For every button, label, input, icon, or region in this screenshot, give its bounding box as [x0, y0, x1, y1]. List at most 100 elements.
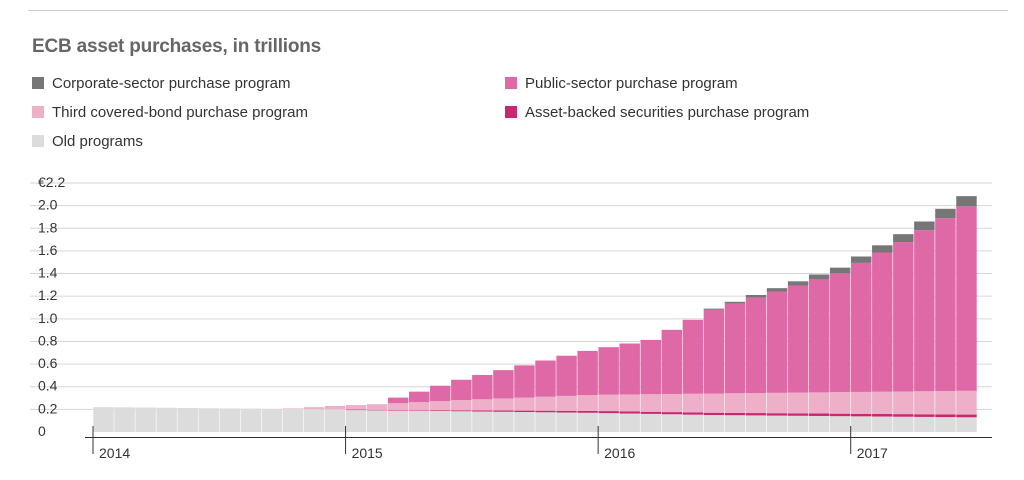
y-tick-label-3: 1.6 — [38, 242, 58, 258]
bar-pspp-24186 — [472, 374, 493, 400]
bar-pspp-24209 — [956, 206, 977, 391]
bar-pspp-24203 — [829, 273, 851, 393]
bar-old-24182 — [387, 410, 409, 432]
bar-old-24178 — [303, 409, 325, 432]
bar-pspp-24196 — [682, 319, 704, 394]
bar-abs-24206 — [893, 414, 914, 417]
bar-cbpp-24187 — [493, 398, 514, 411]
bar-cbpp-24177 — [282, 408, 304, 409]
bar-cbpp-24201 — [787, 392, 809, 414]
bar-pspp-24184 — [430, 385, 451, 402]
bar-abs-24205 — [872, 413, 893, 417]
bar-old-24205 — [872, 416, 893, 432]
bar-old-24174 — [219, 408, 241, 432]
bar-cbpp-24200 — [766, 392, 788, 414]
top-rule — [28, 10, 1008, 11]
legend-item-cspp: Corporate-sector purchase program — [32, 75, 290, 93]
bar-old-24189 — [535, 412, 556, 432]
bar-old-24183 — [409, 410, 430, 432]
bar-pspp-24198 — [724, 303, 746, 394]
y-tick-label-9: 0.4 — [38, 378, 58, 394]
x-tick-label-2014: 2014 — [99, 445, 130, 461]
bar-pspp-24199 — [745, 297, 767, 394]
bar-cbpp-24202 — [808, 392, 830, 414]
bar-old-24187 — [493, 411, 514, 432]
y-tick-label-1: 2.0 — [38, 197, 58, 213]
bar-cbpp-24190 — [556, 395, 577, 411]
bar-abs-24200 — [766, 413, 788, 416]
bar-cbpp-24195 — [661, 393, 683, 413]
bar-old-24193 — [619, 413, 640, 432]
bar-old-24186 — [472, 411, 493, 432]
bar-cspp-24205 — [872, 245, 893, 253]
bar-cspp-24207 — [914, 221, 935, 231]
bar-cspp-24202 — [808, 274, 830, 280]
x-tick-label-2015: 2015 — [352, 445, 383, 461]
bar-abs-24184 — [430, 410, 451, 411]
bars — [93, 196, 977, 432]
bar-cspp-24204 — [851, 256, 872, 263]
y-tick-label-7: 0.8 — [38, 332, 58, 348]
bar-old-24194 — [640, 413, 661, 432]
legend-item-pspp: Public-sector purchase program — [505, 75, 738, 93]
bar-old-24181 — [366, 410, 388, 432]
bar-cbpp-24178 — [303, 407, 325, 410]
y-tick-label-5: 1.2 — [38, 287, 58, 303]
bar-pspp-24205 — [872, 252, 893, 392]
bar-cbpp-24192 — [598, 394, 619, 412]
bar-pspp-24206 — [893, 242, 914, 392]
bar-pspp-24189 — [535, 360, 556, 397]
bar-pspp-24201 — [787, 285, 809, 393]
bar-old-24188 — [514, 412, 535, 432]
bar-cbpp-24189 — [535, 396, 556, 411]
bar-cbpp-24179 — [324, 405, 346, 410]
bar-old-24168 — [93, 407, 114, 432]
bar-pspp-24202 — [808, 279, 830, 393]
legend-swatch-pspp — [505, 77, 517, 89]
bar-cbpp-24182 — [387, 403, 409, 411]
bar-pspp-24204 — [851, 262, 872, 392]
bar-abs-24197 — [703, 412, 725, 416]
bar-old-24191 — [577, 412, 598, 432]
y-tick-label-6: 1.0 — [38, 310, 58, 326]
bar-old-24202 — [808, 415, 830, 432]
bar-pspp-24207 — [914, 230, 935, 392]
y-tick-label-11: 0 — [38, 423, 46, 439]
x-tick-label-2017: 2017 — [857, 445, 888, 461]
bar-old-24209 — [956, 417, 977, 432]
bar-abs-24189 — [535, 410, 556, 413]
legend-swatch-old — [32, 135, 44, 147]
bar-old-24184 — [430, 410, 451, 432]
bar-cspp-24203 — [829, 267, 851, 274]
legend-swatch-cbpp — [32, 106, 44, 118]
bar-old-24179 — [324, 409, 346, 432]
bar-cspp-24197 — [703, 308, 725, 310]
bar-abs-24203 — [829, 413, 851, 417]
bar-pspp-24188 — [514, 365, 535, 398]
bar-abs-24204 — [851, 413, 872, 417]
bar-abs-24208 — [935, 414, 956, 418]
bar-pspp-24194 — [640, 339, 661, 395]
bar-old-24169 — [114, 407, 135, 432]
bar-old-24206 — [893, 416, 914, 432]
bar-pspp-24208 — [935, 218, 956, 392]
legend-item-abs: Asset-backed securities purchase program — [505, 104, 809, 122]
y-tick-label-4: 1.4 — [38, 265, 58, 281]
bar-old-24171 — [156, 407, 177, 432]
bar-cbpp-24193 — [619, 394, 640, 412]
bar-abs-24183 — [409, 410, 430, 411]
bar-old-24207 — [914, 416, 935, 432]
bar-abs-24191 — [577, 410, 598, 413]
bar-cbpp-24180 — [345, 405, 367, 410]
bar-pspp-24183 — [409, 391, 430, 403]
bar-pspp-24192 — [598, 347, 619, 395]
bar-cspp-24209 — [956, 196, 977, 207]
bar-old-24208 — [935, 417, 956, 432]
legend-item-old: Old programs — [32, 133, 143, 151]
bar-abs-24188 — [514, 410, 535, 413]
bar-abs-24207 — [914, 414, 935, 417]
bar-pspp-24195 — [661, 329, 683, 394]
y-tick-label-2: 1.8 — [38, 219, 58, 235]
bar-pspp-24200 — [766, 291, 788, 393]
bar-abs-24201 — [787, 413, 809, 416]
